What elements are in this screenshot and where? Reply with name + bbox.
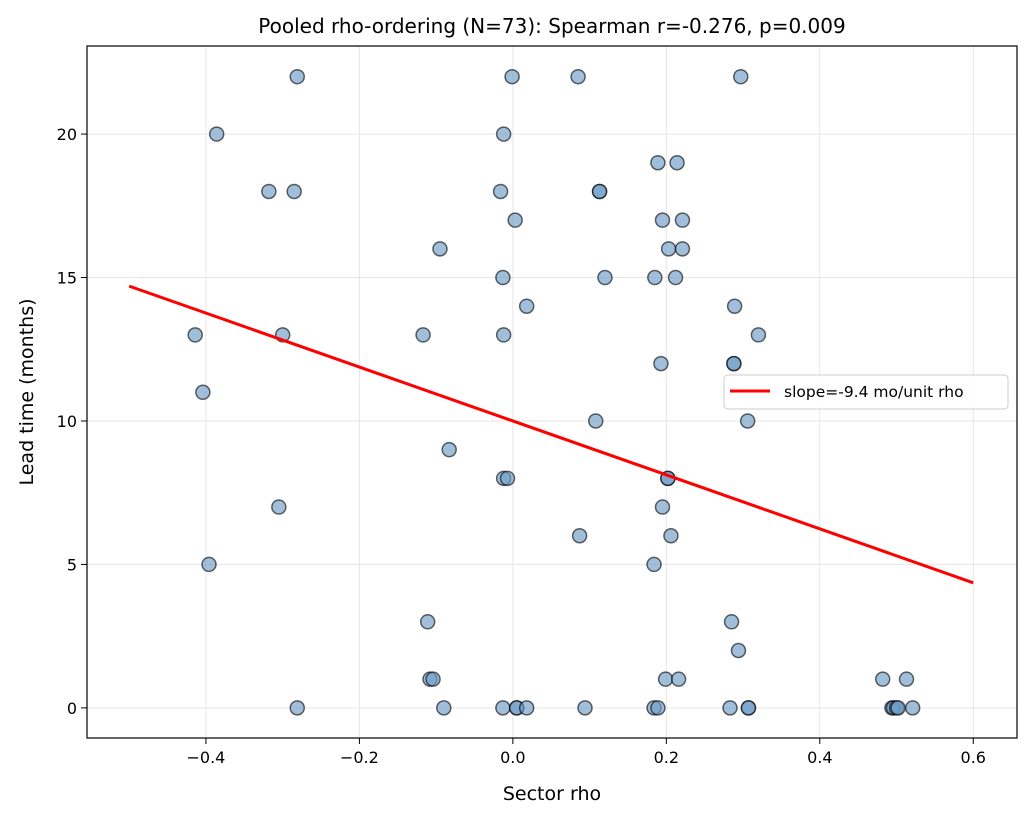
data-point <box>723 614 740 630</box>
data-points <box>187 68 921 716</box>
x-tick-label: 0.6 <box>961 748 986 767</box>
x-tick-label: 0.2 <box>654 748 679 767</box>
data-point <box>261 183 277 200</box>
data-point <box>507 212 523 228</box>
data-point <box>597 269 613 286</box>
data-point <box>730 642 747 659</box>
data-point <box>733 68 749 85</box>
data-point <box>587 413 604 429</box>
data-point <box>499 470 516 487</box>
legend-box <box>723 374 1009 410</box>
data-point <box>492 183 509 200</box>
data-point <box>504 68 520 85</box>
data-point <box>653 355 669 372</box>
data-point <box>674 212 691 228</box>
data-point <box>654 212 671 228</box>
data-point <box>518 298 535 314</box>
data-point <box>739 413 756 429</box>
y-tick-label: 0 <box>67 699 77 718</box>
data-point <box>577 700 593 716</box>
data-point <box>591 183 608 200</box>
data-point <box>722 700 738 716</box>
data-point <box>654 499 671 515</box>
data-point <box>667 269 684 286</box>
y-tick-label: 15 <box>57 269 77 288</box>
y-tick-label: 5 <box>67 555 77 574</box>
data-point <box>650 700 666 716</box>
data-point <box>419 614 436 630</box>
y-axis: 0 5 10 15 20 <box>57 125 87 718</box>
plot-frame <box>86 45 1018 739</box>
data-point <box>669 155 685 171</box>
data-point <box>660 241 677 257</box>
data-point <box>646 556 662 573</box>
y-tick-label: 20 <box>57 125 77 144</box>
data-point <box>740 700 757 716</box>
data-point <box>726 298 743 314</box>
data-point <box>890 700 906 716</box>
data-point <box>289 700 305 716</box>
legend-entry: slope=-9.4 mo/unit rho <box>784 383 964 401</box>
data-point <box>289 68 305 85</box>
x-axis-label: Sector rho <box>503 783 601 805</box>
y-axis-label: Lead time (months) <box>16 298 38 485</box>
data-point <box>904 700 921 716</box>
legend: slope=-9.4 mo/unit rho <box>723 374 1009 410</box>
data-point <box>874 671 891 687</box>
data-point <box>495 327 512 343</box>
data-point <box>201 556 217 573</box>
x-tick-label: 0.0 <box>500 748 525 767</box>
chart-title: Pooled rho-ordering (N=73): Spearman r=-… <box>258 14 845 38</box>
data-point <box>657 671 674 687</box>
y-tick-label: 10 <box>57 412 77 431</box>
data-point <box>674 241 691 257</box>
data-point <box>271 499 287 515</box>
data-point <box>495 126 512 142</box>
data-point <box>650 155 666 171</box>
data-point <box>432 241 448 257</box>
data-point <box>570 68 586 85</box>
data-point <box>898 671 915 687</box>
data-point <box>750 327 767 343</box>
data-point <box>415 327 431 343</box>
data-point <box>518 700 535 716</box>
data-point <box>571 527 588 544</box>
data-point <box>425 671 441 687</box>
x-axis: −0.4 −0.2 0.0 0.2 0.4 0.6 <box>187 738 986 767</box>
x-tick-label: −0.2 <box>340 748 379 767</box>
x-tick-label: −0.4 <box>187 748 226 767</box>
data-point <box>195 384 211 401</box>
x-tick-label: 0.4 <box>807 748 832 767</box>
data-point <box>663 527 679 544</box>
data-point <box>436 700 452 716</box>
data-point <box>286 183 302 200</box>
data-point <box>187 327 203 343</box>
data-point <box>495 700 511 716</box>
data-point <box>726 355 742 372</box>
data-point <box>208 126 225 142</box>
data-point <box>670 671 687 687</box>
data-point <box>647 269 663 286</box>
data-point <box>441 441 457 458</box>
fit-line <box>128 284 974 585</box>
data-point <box>495 269 511 286</box>
